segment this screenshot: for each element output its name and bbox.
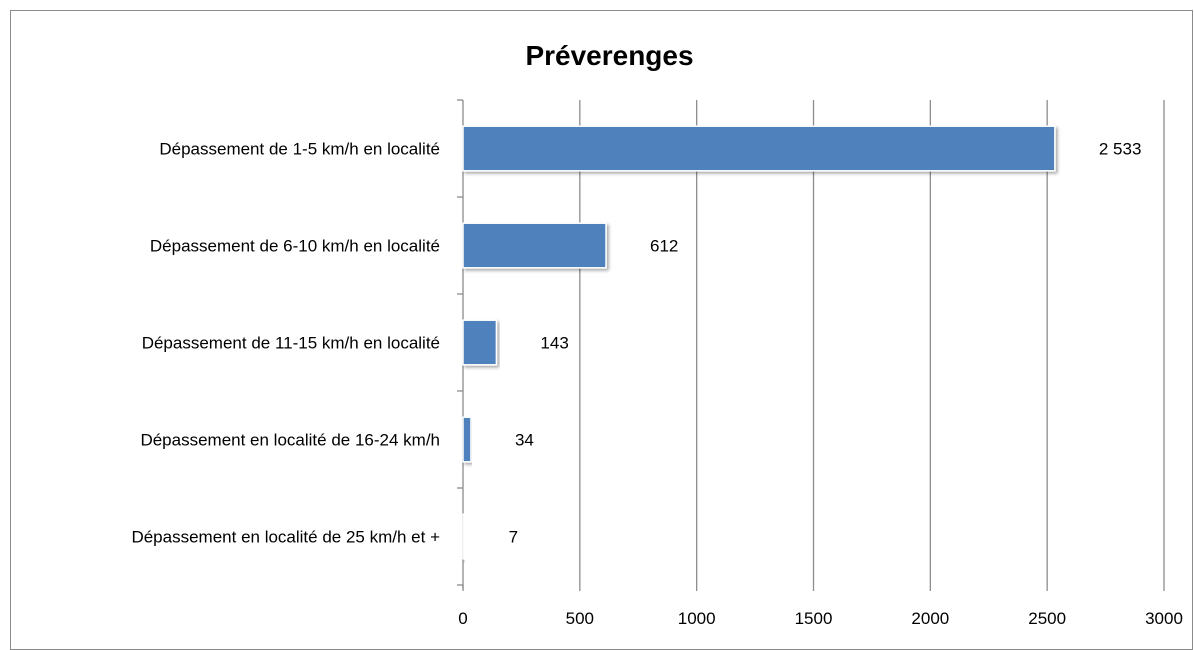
chart-title: Préverenges	[525, 40, 694, 71]
category-label: Dépassement en localité de 16-24 km/h	[140, 431, 440, 450]
category-label: Dépassement de 11-15 km/h en localité	[142, 334, 440, 353]
x-tick-label: 500	[566, 609, 594, 625]
x-tick-label: 1500	[795, 609, 833, 625]
data-label: 7	[509, 528, 518, 547]
category-label: Dépassement de 1-5 km/h en localité	[159, 140, 440, 159]
bar	[462, 319, 498, 366]
data-label: 2 533	[1099, 140, 1142, 159]
bar	[462, 222, 607, 269]
x-tick-label: 0	[458, 609, 467, 625]
x-tick-label: 2500	[1028, 609, 1066, 625]
x-tick-label: 2000	[911, 609, 949, 625]
chart-frame	[10, 10, 1193, 650]
category-label: Dépassement en localité de 25 km/h et +	[131, 528, 440, 547]
bar	[462, 125, 1056, 172]
data-label: 143	[540, 334, 568, 353]
x-tick-label: 1000	[678, 609, 716, 625]
category-label: Dépassement de 6-10 km/h en localité	[150, 237, 440, 256]
bar	[462, 513, 466, 560]
bar	[462, 416, 472, 463]
data-label: 34	[515, 431, 534, 450]
bar-chart: 0 500 1000 1500 2000 2500 3000 Dépassement de 1…	[131, 99, 1183, 625]
data-label: 612	[650, 237, 678, 256]
x-tick-label: 3000	[1145, 609, 1183, 625]
